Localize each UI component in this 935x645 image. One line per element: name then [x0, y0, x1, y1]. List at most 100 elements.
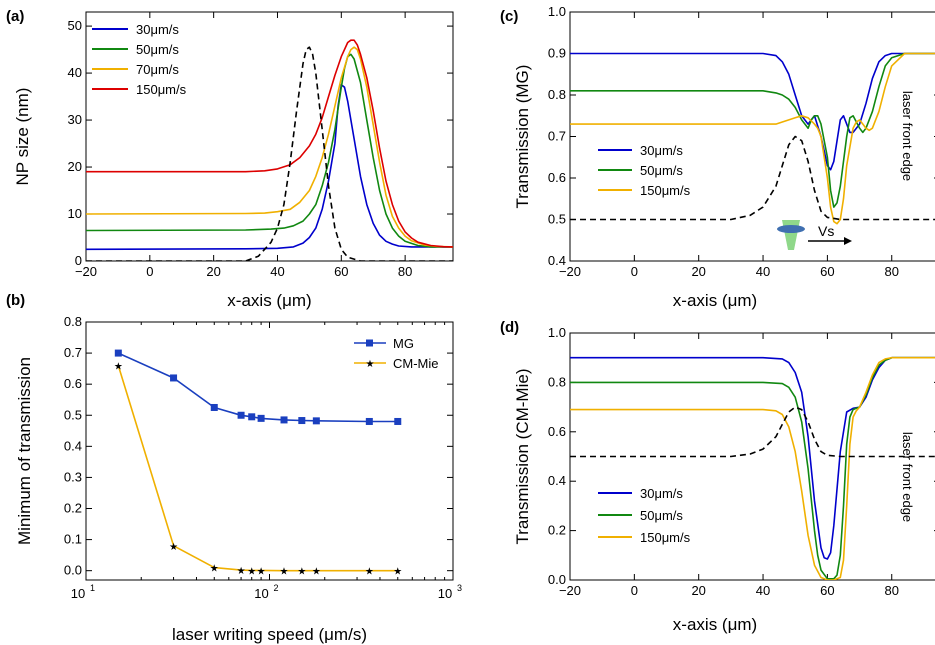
series-line-1 — [117, 365, 398, 572]
data-point-square — [257, 414, 265, 422]
data-point-square — [280, 416, 288, 424]
data-point-square — [210, 403, 218, 411]
series-group — [570, 356, 935, 580]
y-tick-label: 0.4 — [548, 253, 566, 268]
x-tick-label: 80 — [885, 264, 899, 279]
legend-label: 150μm/s — [640, 530, 691, 545]
legend-label: 50μm/s — [640, 508, 683, 523]
x-tick-label: 20 — [691, 583, 705, 598]
data-point-square — [114, 349, 122, 357]
legend-marker: ★ — [366, 359, 375, 370]
plot-frame — [569, 11, 935, 262]
x-tick-label: 10 — [438, 586, 452, 601]
y-tick-label: 0.8 — [548, 374, 566, 389]
reference-dashed-line — [86, 46, 453, 261]
series-group — [117, 352, 398, 572]
legend-label: 50μm/s — [640, 163, 683, 178]
y-tick-label: 0.6 — [548, 424, 566, 439]
data-point-star: ★ — [297, 567, 306, 578]
x-tick-label: 60 — [334, 264, 348, 279]
series-line-2 — [86, 46, 453, 248]
series-line-2 — [570, 52, 935, 225]
y-tick-label: 0.8 — [548, 87, 566, 102]
x-tick-label: 20 — [206, 264, 220, 279]
data-point-star: ★ — [257, 566, 266, 577]
y-tick-label: 0.7 — [548, 129, 566, 144]
panel-label: (d) — [500, 319, 519, 336]
y-tick-label: 0 — [75, 253, 82, 268]
y-tick-label: 30 — [68, 112, 82, 127]
x-tick-label: 10 — [71, 586, 85, 601]
data-point-star: ★ — [393, 567, 402, 578]
series-line-0 — [570, 356, 935, 560]
x-tick-exponent: 1 — [90, 583, 95, 593]
data-point-square — [237, 411, 245, 419]
x-tick-label: −20 — [559, 583, 581, 598]
legend-label: 150μm/s — [640, 183, 691, 198]
y-tick-label: 1.0 — [548, 325, 566, 340]
x-tick-label: 0 — [631, 583, 638, 598]
x-tick-label: 0 — [146, 264, 153, 279]
series-line-3 — [86, 39, 453, 248]
panel-c: (c) −20 0 20 40 60 80 0.4 0.5 0.6 0.7 0.8 0.9 1.0 x-ax… — [500, 4, 935, 310]
y-axis-label: Transmission (MG) — [513, 65, 532, 209]
panel-label: (c) — [500, 8, 518, 25]
y-tick-label: 0.7 — [64, 345, 82, 360]
x-axis-label: x-axis (μm) — [673, 615, 757, 634]
x-tick-exponent: 2 — [274, 583, 279, 593]
data-point-star: ★ — [312, 567, 321, 578]
data-point-square — [365, 417, 373, 425]
data-point-square — [312, 417, 320, 425]
arrow-head-icon — [844, 237, 852, 245]
y-tick-label: 0.2 — [548, 523, 566, 538]
data-point-star: ★ — [365, 567, 374, 578]
x-tick-label: 80 — [398, 264, 412, 279]
y-tick-label: 0.8 — [64, 314, 82, 329]
x-tick-label: 40 — [756, 583, 770, 598]
data-point-star: ★ — [169, 542, 178, 553]
data-point-star: ★ — [210, 564, 219, 575]
legend-label: CM-Mie — [393, 356, 439, 371]
series-line-0 — [86, 84, 453, 251]
data-point-square — [248, 413, 256, 421]
x-axis-label: x-axis (μm) — [227, 291, 311, 310]
legend-label: 150μm/s — [136, 82, 187, 97]
y-tick-label: 0.5 — [64, 407, 82, 422]
y-tick-label: 1.0 — [548, 4, 566, 19]
legend-label: 50μm/s — [136, 42, 179, 57]
legend-label: MG — [393, 336, 414, 351]
laser-front-edge-label: laser front edge — [900, 91, 915, 181]
y-axis-label: Minimum of transmission — [15, 357, 34, 545]
data-point-square — [298, 417, 306, 425]
reference-dashed-line — [570, 406, 935, 458]
y-tick-label: 0.0 — [548, 572, 566, 587]
x-tick-label: 80 — [885, 583, 899, 598]
x-tick-label: −20 — [559, 264, 581, 279]
panel-b: (b) 10 1 10 2 10 3 0.0 0.1 0.2 0.3 0.4 0.5 0.6 0.7 0.8 l… — [6, 292, 462, 644]
data-point-square — [170, 374, 178, 382]
panel-label: (a) — [6, 8, 24, 25]
series-line-1 — [570, 52, 935, 208]
data-point-star: ★ — [237, 566, 246, 577]
data-point-square — [394, 417, 402, 425]
legend-label: 30μm/s — [640, 143, 683, 158]
y-axis-label: Transmission (CM-Mie) — [513, 369, 532, 545]
x-tick-label: 10 — [254, 586, 268, 601]
x-tick-label: 60 — [820, 583, 834, 598]
plot-frame — [85, 11, 454, 262]
series-line-2 — [570, 356, 935, 580]
laser-front-edge-label: laser front edge — [900, 432, 915, 522]
y-tick-label: 0.9 — [548, 46, 566, 61]
y-tick-label: 0.6 — [548, 170, 566, 185]
x-tick-label: 0 — [631, 264, 638, 279]
series-group — [86, 39, 453, 261]
series-group — [570, 52, 935, 225]
legend-label: 70μm/s — [136, 62, 179, 77]
lens-icon — [777, 225, 805, 233]
x-axis-label: x-axis (μm) — [673, 291, 757, 310]
legend-label: 30μm/s — [136, 22, 179, 37]
y-tick-label: 0.6 — [64, 376, 82, 391]
series-line-0 — [570, 52, 935, 171]
series-line-1 — [570, 356, 935, 580]
